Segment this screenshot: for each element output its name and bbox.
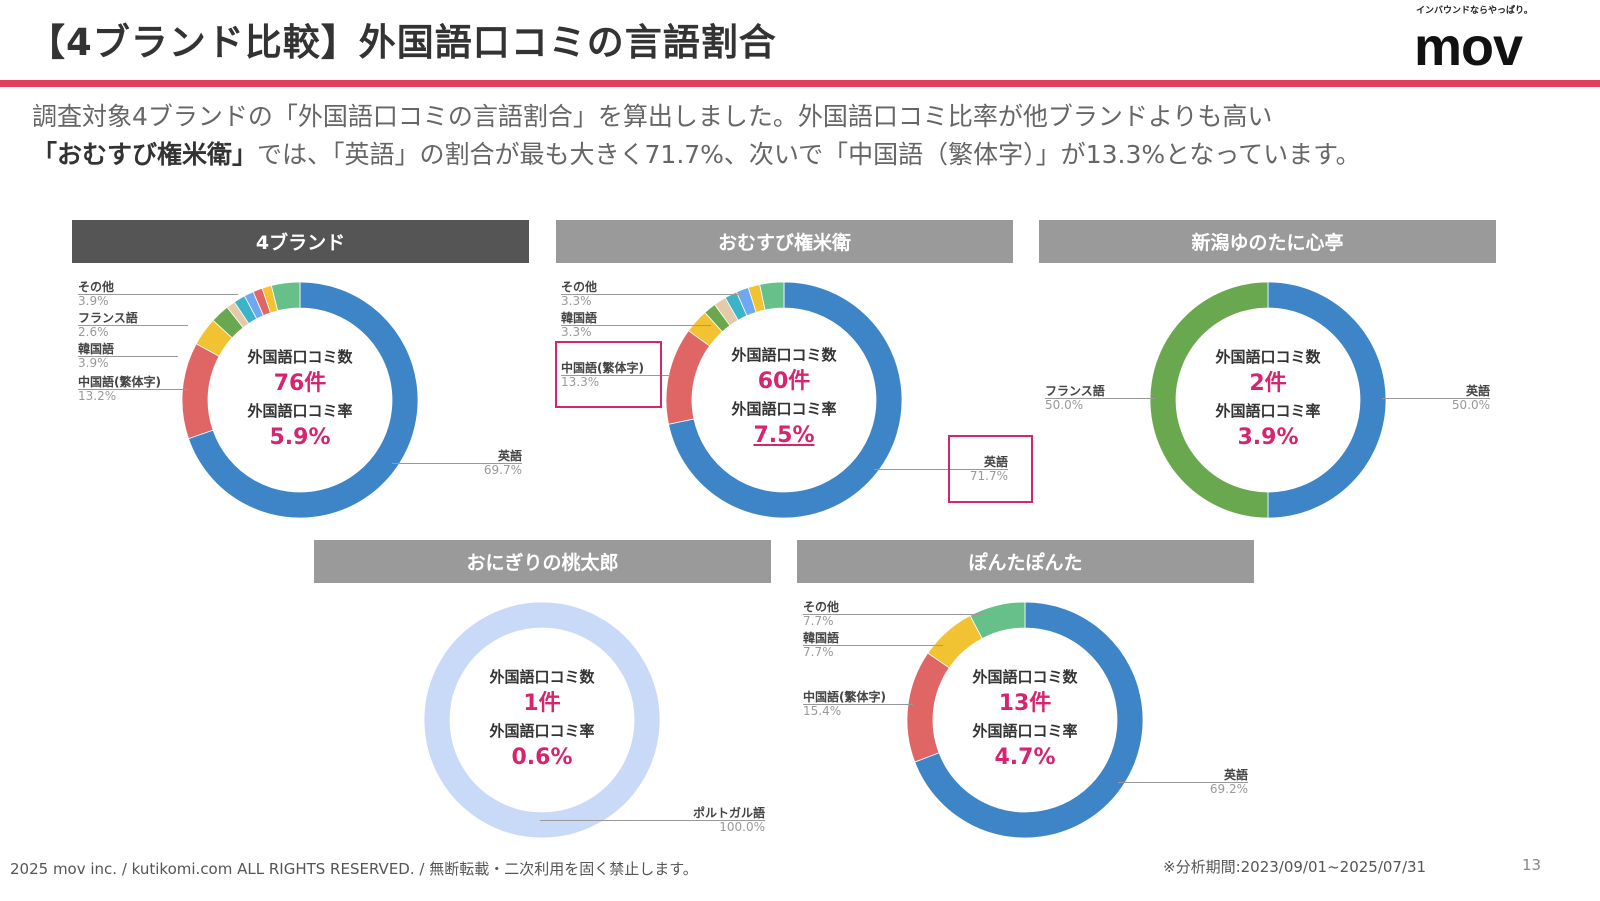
chart-header-omusubi: おむすび権米衛 — [556, 220, 1013, 263]
donut-center-4brands: 外国語口コミ数 76件 外国語口コミ率 5.9% — [200, 344, 400, 452]
label-english: 英語 69.2% — [1118, 768, 1248, 796]
count-label: 外国語口コミ数 — [731, 346, 837, 364]
count-label: 外国語口コミ数 — [489, 668, 595, 686]
description-line1: 調査対象4ブランドの「外国語口コミの言語割合」を算出しました。外国語口コミ比率が… — [32, 102, 1273, 131]
count-label: 外国語口コミ数 — [247, 348, 353, 366]
analysis-period: ※分析期間:2023/09/01~2025/07/31 — [1163, 858, 1427, 876]
donut-chart-niigata — [1149, 281, 1387, 519]
label-english: 英語 69.7% — [392, 449, 522, 477]
rate-label: 外国語口コミ率 — [247, 402, 353, 420]
rate-label: 外国語口コミ率 — [1215, 402, 1321, 420]
label-english: 英語 71.7% — [874, 455, 1008, 483]
page-number: 13 — [1522, 856, 1542, 874]
rate-value: 3.9% — [1237, 425, 1299, 450]
rate-label: 外国語口コミ率 — [489, 722, 595, 740]
label-other: その他 7.7% — [803, 600, 983, 628]
donut-chart-omusubi — [665, 281, 903, 519]
label-korean: 韓国語 7.7% — [803, 631, 943, 659]
label-chinese: 中国語(繁体字) 13.2% — [78, 375, 188, 403]
count-value: 60件 — [757, 369, 811, 394]
logo-tagline: インバウンドならやっぱり。 — [1416, 6, 1533, 16]
label-french: フランス語 2.6% — [78, 311, 188, 339]
label-other: その他 3.3% — [561, 280, 741, 308]
count-value: 76件 — [273, 371, 327, 396]
label-english: 英語 50.0% — [1382, 384, 1490, 412]
copyright: 2025 mov inc. / kutikomi.com ALL RIGHTS … — [10, 860, 698, 878]
donut-center-omusubi: 外国語口コミ数 60件 外国語口コミ率 7.5% — [684, 342, 884, 450]
donut-center-niigata: 外国語口コミ数 2件 外国語口コミ率 3.9% — [1168, 344, 1368, 452]
rate-label: 外国語口コミ率 — [731, 400, 837, 418]
donut-segment-フランス語 — [1149, 281, 1269, 519]
label-other: その他 3.9% — [78, 280, 238, 308]
label-korean: 韓国語 3.9% — [78, 342, 178, 370]
chart-header-momotaro: おにぎりの桃太郎 — [314, 540, 771, 583]
donut-segment-その他 — [759, 281, 785, 311]
mov-logo: mov — [1414, 17, 1523, 77]
label-chinese: 中国語(繁体字) 13.3% — [561, 361, 671, 389]
highlight-box-chinese — [555, 341, 662, 408]
description-brand: 「おむすび権米衛」 — [32, 140, 258, 169]
page-title: 【4ブランド比較】外国語口コミの言語割合 — [28, 21, 777, 64]
donut-chart-4brands — [181, 281, 419, 519]
count-value: 1件 — [523, 691, 561, 716]
donut-center-pontapon: 外国語口コミ数 13件 外国語口コミ率 4.7% — [925, 664, 1125, 772]
rate-value: 7.5% — [753, 423, 815, 448]
donut-center-momotaro: 外国語口コミ数 1件 外国語口コミ率 0.6% — [442, 664, 642, 772]
rate-value: 0.6% — [511, 745, 573, 770]
donut-segment-ポルトガル語 — [423, 601, 661, 839]
donut-segment-英語 — [668, 281, 903, 519]
chart-header-pontapon: ぽんたぽんた — [797, 540, 1254, 583]
description: 調査対象4ブランドの「外国語口コミの言語割合」を算出しました。外国語口コミ比率が… — [32, 98, 1572, 174]
label-korean: 韓国語 3.3% — [561, 311, 711, 339]
chart-header-4brands: 4ブランド — [72, 220, 529, 263]
rate-value: 4.7% — [994, 745, 1056, 770]
rate-value: 5.9% — [269, 425, 331, 450]
donut-segment-英語 — [914, 601, 1144, 839]
count-value: 2件 — [1249, 371, 1287, 396]
rate-label: 外国語口コミ率 — [972, 722, 1078, 740]
header-divider — [0, 80, 1600, 87]
count-label: 外国語口コミ数 — [1215, 348, 1321, 366]
highlight-box-english — [948, 435, 1033, 503]
count-label: 外国語口コミ数 — [972, 668, 1078, 686]
count-value: 13件 — [998, 691, 1052, 716]
description-line2: では、「英語」の割合が最も大きく71.7%、次いで「中国語（繁体字）」が13.3… — [257, 140, 1361, 169]
label-portuguese: ポルトガル語 100.0% — [540, 806, 765, 834]
donut-chart-momotaro — [423, 601, 661, 839]
donut-segment-英語 — [187, 281, 419, 519]
chart-header-niigata: 新潟ゆのたに心亭 — [1039, 220, 1496, 263]
donut-chart-pontapon — [906, 601, 1144, 839]
donut-segment-その他 — [969, 601, 1026, 640]
label-french: フランス語 50.0% — [1045, 384, 1155, 412]
label-chinese: 中国語(繁体字) 15.4% — [803, 690, 913, 718]
donut-segment-その他 — [270, 281, 301, 312]
